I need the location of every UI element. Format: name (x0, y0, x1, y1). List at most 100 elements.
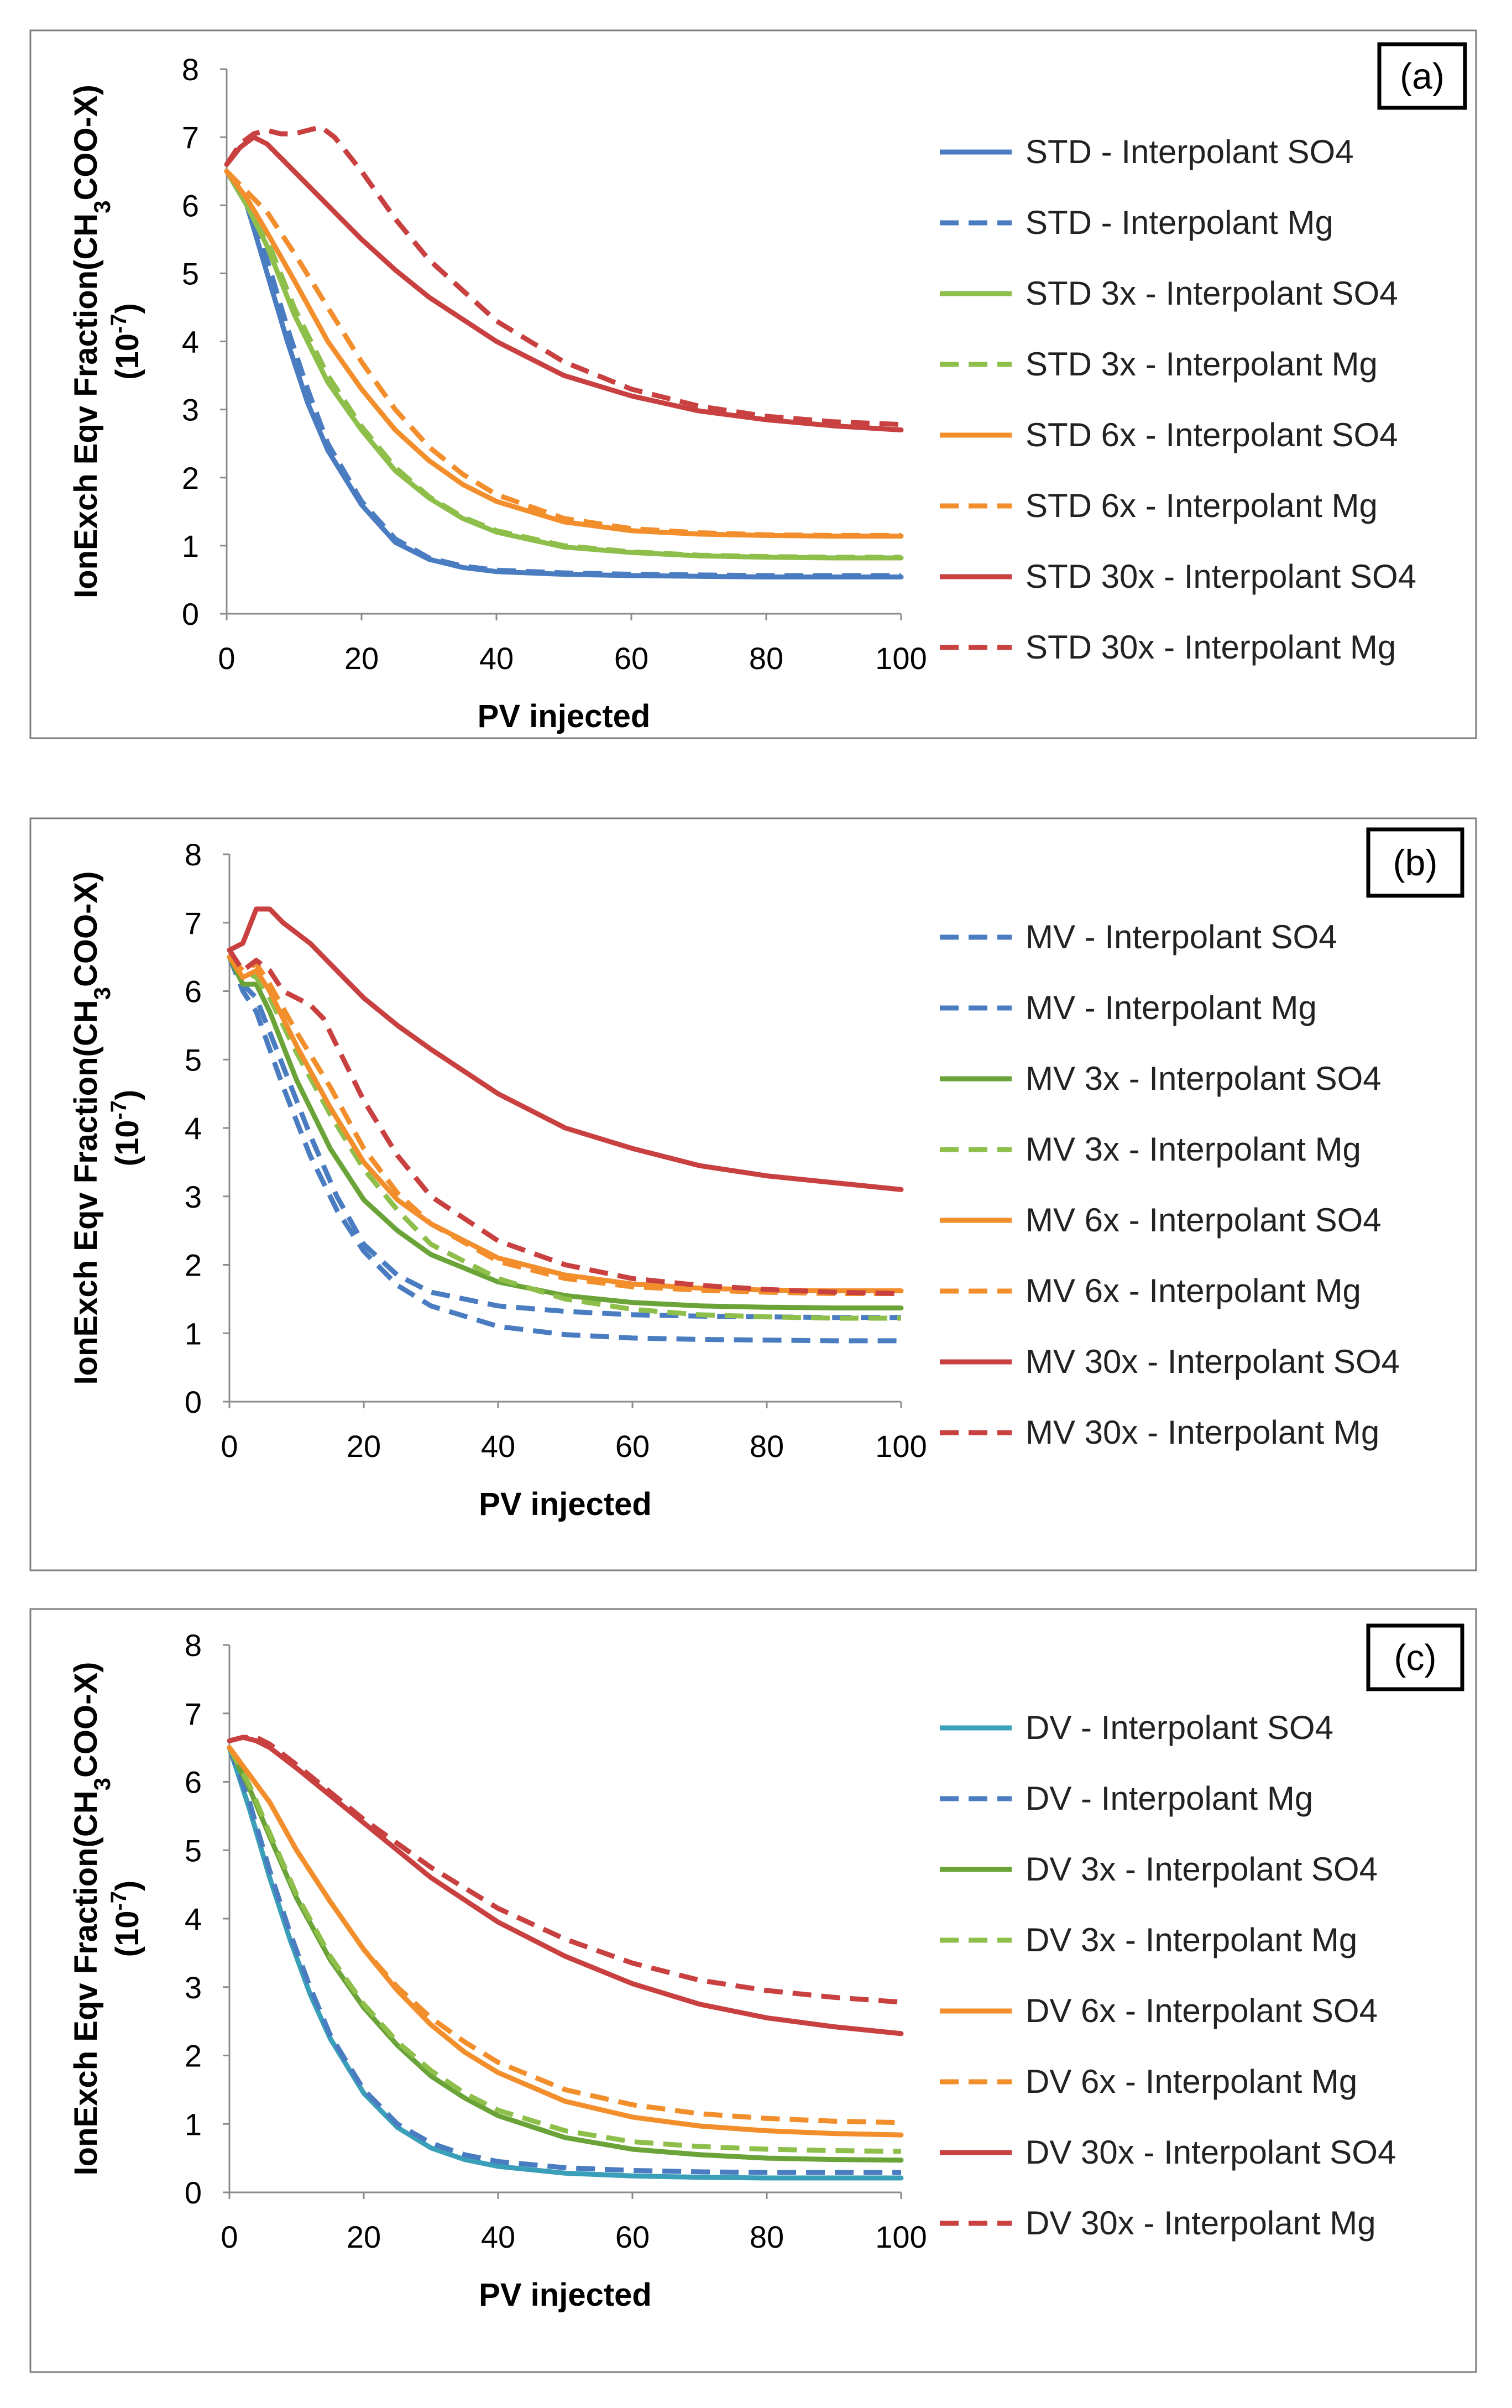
x-tick-label: 40 (481, 1429, 515, 1464)
y-axis-label-sub: 3 (89, 1778, 115, 1790)
legend-label-4: MV 3x - Interpolant Mg (1026, 1131, 1361, 1168)
y-tick-label: 8 (185, 837, 202, 872)
x-tick-label: 20 (347, 2219, 381, 2254)
legend-label-2: STD - Interpolant Mg (1026, 204, 1333, 241)
series-line-7 (227, 906, 904, 1192)
x-tick-label: 100 (875, 641, 927, 676)
y-tick-label: 2 (185, 1248, 202, 1283)
panel-tag: (b) (1393, 842, 1438, 883)
x-tick-label: 80 (750, 2219, 784, 2254)
series-line-2 (227, 955, 901, 1344)
legend-label-3: DV 3x - Interpolant SO4 (1026, 1851, 1378, 1888)
x-axis-label: PV injected (478, 698, 651, 734)
legend-label-8: DV 30x - Interpolant Mg (1026, 2205, 1376, 2242)
y-tick-label: 8 (182, 52, 199, 87)
y-tick-label: 2 (185, 2039, 202, 2073)
series-line-3 (227, 954, 904, 1310)
y-tick-label: 7 (185, 1696, 202, 1731)
panel-tag-box (1366, 827, 1464, 898)
y-axis-unit-pre: (10 (109, 1120, 145, 1167)
legend-label-3: MV 3x - Interpolant SO4 (1026, 1060, 1382, 1097)
series-line-3 (224, 169, 904, 561)
y-tick-label: 7 (182, 120, 199, 155)
x-tick-label: 60 (615, 2219, 650, 2254)
y-axis-label-end: COO-X) (68, 871, 104, 987)
y-tick-label: 6 (182, 188, 199, 223)
legend-label-5: STD 6x - Interpolant SO4 (1026, 416, 1398, 453)
legend-label-1: MV - Interpolant SO4 (1026, 918, 1337, 955)
panel-frame (29, 817, 1477, 1571)
legend-label-1: DV - Interpolant SO4 (1026, 1709, 1333, 1746)
panel-tag-box (1366, 1623, 1464, 1691)
y-axis-unit-pre: (10 (109, 1911, 145, 1957)
x-tick-label: 100 (875, 2219, 927, 2254)
y-axis-label-end: COO-X) (68, 85, 104, 200)
series-line-8 (228, 1735, 902, 2005)
y-axis-label-main: IonExch Eqv Fraction(CH (68, 1000, 104, 1385)
y-tick-label: 6 (185, 974, 202, 1009)
legend-label-3: STD 3x - Interpolant SO4 (1026, 275, 1398, 312)
legend-label-6: STD 6x - Interpolant Mg (1026, 487, 1378, 524)
y-tick-label: 4 (182, 325, 199, 359)
x-axis-label: PV injected (479, 2277, 652, 2313)
y-axis-unit-post: ) (109, 1090, 145, 1100)
y-axis-unit: (10-7) (107, 1881, 145, 1957)
x-tick-label: 60 (614, 641, 648, 676)
x-tick-label: 60 (615, 1429, 650, 1464)
y-tick-label: 4 (185, 1111, 202, 1146)
legend-label-2: DV - Interpolant Mg (1026, 1780, 1313, 1817)
y-axis-label-sub: 3 (89, 987, 115, 1000)
legend-label-6: DV 6x - Interpolant Mg (1026, 2063, 1357, 2100)
y-axis-unit-post: ) (109, 303, 145, 314)
y-tick-label: 6 (185, 1765, 202, 1800)
series-line-7 (227, 1735, 904, 2036)
legend-label-8: STD 30x - Interpolant Mg (1026, 629, 1396, 666)
x-tick-label: 0 (218, 641, 235, 676)
y-tick-label: 7 (185, 906, 202, 941)
series-line-7 (224, 134, 904, 433)
series-line-6 (227, 955, 901, 1296)
legend-label-5: MV 6x - Interpolant SO4 (1026, 1202, 1382, 1239)
legend-label-4: DV 3x - Interpolant Mg (1026, 1921, 1357, 1958)
legend-label-6: MV 6x - Interpolant Mg (1026, 1272, 1361, 1309)
y-tick-label: 1 (182, 529, 199, 563)
panel-tag: (a) (1400, 56, 1445, 97)
x-tick-label: 40 (479, 641, 514, 676)
y-axis-label-end: COO-X) (68, 1662, 104, 1778)
series-line-4 (227, 1746, 902, 2154)
series-line-6 (224, 169, 901, 538)
y-tick-label: 3 (185, 1970, 202, 2005)
y-tick-label: 5 (182, 256, 199, 291)
x-tick-label: 0 (221, 1429, 238, 1464)
y-axis-unit-post: ) (109, 1881, 145, 1891)
y-tick-label: 0 (182, 597, 199, 631)
y-tick-label: 2 (182, 461, 199, 495)
y-axis-label: IonExch Eqv Fraction(CH3COO-X) (68, 1662, 115, 2176)
y-tick-label: 3 (185, 1179, 202, 1214)
legend-label-4: STD 3x - Interpolant Mg (1026, 346, 1378, 383)
x-axis-label: PV injected (479, 1486, 652, 1522)
y-axis-label-main: IonExch Eqv Fraction(CH (68, 1790, 104, 2175)
x-tick-label: 100 (875, 1429, 927, 1464)
x-tick-label: 80 (749, 641, 783, 676)
y-tick-label: 8 (185, 1628, 202, 1663)
series-line-4 (224, 170, 901, 560)
series-line-4 (227, 955, 901, 1321)
legend-label-7: STD 30x - Interpolant SO4 (1026, 558, 1416, 595)
y-tick-label: 4 (185, 1902, 202, 1936)
y-axis-unit-exp: -7 (107, 1891, 131, 1911)
y-axis-label-sub: 3 (89, 200, 115, 213)
y-tick-label: 0 (185, 2175, 202, 2210)
y-axis-label: IonExch Eqv Fraction(CH3COO-X) (68, 871, 115, 1385)
series-line-5 (224, 169, 904, 539)
y-axis-label-main: IonExch Eqv Fraction(CH (68, 213, 104, 598)
legend-label-5: DV 6x - Interpolant SO4 (1026, 1992, 1378, 2029)
series-line-5 (227, 954, 904, 1293)
x-tick-label: 80 (750, 1429, 784, 1464)
series-line-2 (224, 170, 901, 578)
panel-frame (29, 1608, 1477, 2373)
